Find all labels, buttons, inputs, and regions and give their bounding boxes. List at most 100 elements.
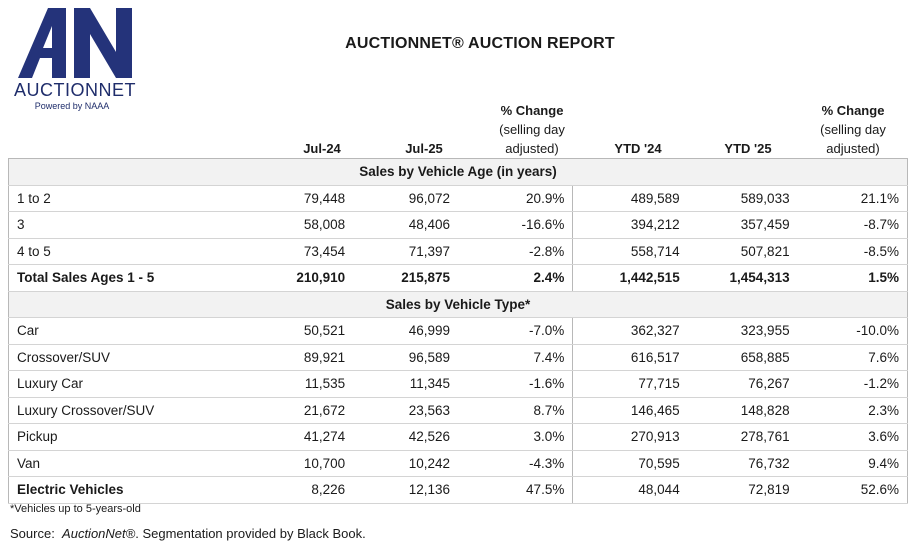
- auction-report-table: Sales by Vehicle Age (in years) 1 to 2 7…: [8, 158, 908, 504]
- report-title: AUCTIONNET® AUCTION REPORT: [345, 35, 615, 52]
- cell: 76,267: [687, 370, 798, 398]
- header-ytd-25: YTD '25: [724, 141, 772, 156]
- row-label: Luxury Crossover/SUV: [8, 397, 249, 424]
- source-line: Source: AuctionNet®. Segmentation provid…: [10, 526, 366, 541]
- logo-name: AUCTIONNET: [14, 80, 136, 100]
- cell: 616,517: [572, 344, 688, 371]
- section-header-row: Sales by Vehicle Type*: [8, 291, 908, 318]
- cell: -7.0%: [458, 317, 574, 345]
- auctionnet-logo: AUCTIONNET Powered by NAAA: [14, 8, 136, 112]
- cell: 41,274: [248, 423, 354, 451]
- cell: 72,819: [687, 476, 798, 504]
- table-row: Luxury Car 11,535 11,345 -1.6% 77,715 76…: [8, 370, 908, 398]
- cell: 1.5%: [797, 264, 908, 292]
- section-title-type: Sales by Vehicle Type*: [8, 291, 908, 318]
- cell: 10,242: [353, 450, 458, 477]
- cell: 11,345: [353, 370, 458, 398]
- row-label: Luxury Car: [8, 370, 249, 398]
- cell: 3.0%: [458, 423, 574, 451]
- table-row: 1 to 2 79,448 96,072 20.9% 489,589 589,0…: [8, 185, 908, 212]
- cell: 70,595: [572, 450, 688, 477]
- section-title-age: Sales by Vehicle Age (in years): [8, 158, 908, 186]
- row-label: Van: [8, 450, 249, 477]
- section-header-row: Sales by Vehicle Age (in years): [8, 158, 908, 186]
- cell: 1,442,515: [572, 264, 688, 292]
- row-label: 3: [8, 211, 249, 239]
- cell: 9.4%: [797, 450, 908, 477]
- header-ytd-24: YTD '24: [614, 141, 662, 156]
- cell: 71,397: [353, 238, 458, 265]
- cell: 46,999: [353, 317, 458, 345]
- cell: 3.6%: [797, 423, 908, 451]
- cell: 12,136: [353, 476, 458, 504]
- cell: 558,714: [572, 238, 688, 265]
- cell: 73,454: [248, 238, 354, 265]
- cell: -16.6%: [458, 211, 574, 239]
- cell: 20.9%: [458, 185, 574, 212]
- source-prefix: Source:: [10, 526, 55, 541]
- row-label: 4 to 5: [8, 238, 249, 265]
- row-label: Car: [8, 317, 249, 345]
- cell: 48,044: [572, 476, 688, 504]
- cell: 357,459: [687, 211, 798, 239]
- cell: 2.3%: [797, 397, 908, 424]
- header-pct-change-ytd: % Change (selling day adjusted): [820, 103, 886, 156]
- cell: 210,910: [248, 264, 354, 292]
- cell: -2.8%: [458, 238, 574, 265]
- table-row: Pickup 41,274 42,526 3.0% 270,913 278,76…: [8, 423, 908, 451]
- cell: 1,454,313: [687, 264, 798, 292]
- ev-row: Electric Vehicles 8,226 12,136 47.5% 48,…: [8, 476, 908, 504]
- cell: 278,761: [687, 423, 798, 451]
- cell: 50,521: [248, 317, 354, 345]
- cell: -8.7%: [797, 211, 908, 239]
- table-row: 4 to 5 73,454 71,397 -2.8% 558,714 507,8…: [8, 238, 908, 265]
- cell: 77,715: [572, 370, 688, 398]
- cell: -10.0%: [797, 317, 908, 345]
- cell: 7.6%: [797, 344, 908, 371]
- cell: 52.6%: [797, 476, 908, 504]
- cell: 47.5%: [458, 476, 574, 504]
- cell: 42,526: [353, 423, 458, 451]
- cell: 48,406: [353, 211, 458, 239]
- table-row: Crossover/SUV 89,921 96,589 7.4% 616,517…: [8, 344, 908, 371]
- cell: -8.5%: [797, 238, 908, 265]
- cell: 96,072: [353, 185, 458, 212]
- row-label: 1 to 2: [8, 185, 249, 212]
- logo-tagline: Powered by NAAA: [34, 101, 110, 111]
- cell: 658,885: [687, 344, 798, 371]
- source-suffix: . Segmentation provided by Black Book.: [135, 526, 366, 541]
- table-row: Car 50,521 46,999 -7.0% 362,327 323,955 …: [8, 317, 908, 345]
- cell: -1.6%: [458, 370, 574, 398]
- cell: 7.4%: [458, 344, 574, 371]
- cell: 58,008: [248, 211, 354, 239]
- cell: 146,465: [572, 397, 688, 424]
- cell: 21.1%: [797, 185, 908, 212]
- cell: 589,033: [687, 185, 798, 212]
- table-row: 3 58,008 48,406 -16.6% 394,212 357,459 -…: [8, 211, 908, 239]
- cell: 11,535: [248, 370, 354, 398]
- row-label: Pickup: [8, 423, 249, 451]
- cell: 362,327: [572, 317, 688, 345]
- cell: 23,563: [353, 397, 458, 424]
- cell: -4.3%: [458, 450, 574, 477]
- table-row: Van 10,700 10,242 -4.3% 70,595 76,732 9.…: [8, 450, 908, 477]
- cell: 507,821: [687, 238, 798, 265]
- cell: 2.4%: [458, 264, 574, 292]
- cell: 21,672: [248, 397, 354, 424]
- cell: 10,700: [248, 450, 354, 477]
- cell: 76,732: [687, 450, 798, 477]
- cell: 489,589: [572, 185, 688, 212]
- cell: 394,212: [572, 211, 688, 239]
- row-label: Crossover/SUV: [8, 344, 249, 371]
- total-row: Total Sales Ages 1 - 5 210,910 215,875 2…: [8, 264, 908, 292]
- table-row: Luxury Crossover/SUV 21,672 23,563 8.7% …: [8, 397, 908, 424]
- cell: 8.7%: [458, 397, 574, 424]
- cell: 215,875: [353, 264, 458, 292]
- cell: -1.2%: [797, 370, 908, 398]
- cell: 270,913: [572, 423, 688, 451]
- auctionnet-logo-mark-icon: [18, 8, 132, 78]
- row-label: Electric Vehicles: [8, 476, 249, 504]
- cell: 8,226: [248, 476, 354, 504]
- source-name: AuctionNet®: [62, 526, 136, 541]
- header-jul-24: Jul-24: [303, 141, 341, 156]
